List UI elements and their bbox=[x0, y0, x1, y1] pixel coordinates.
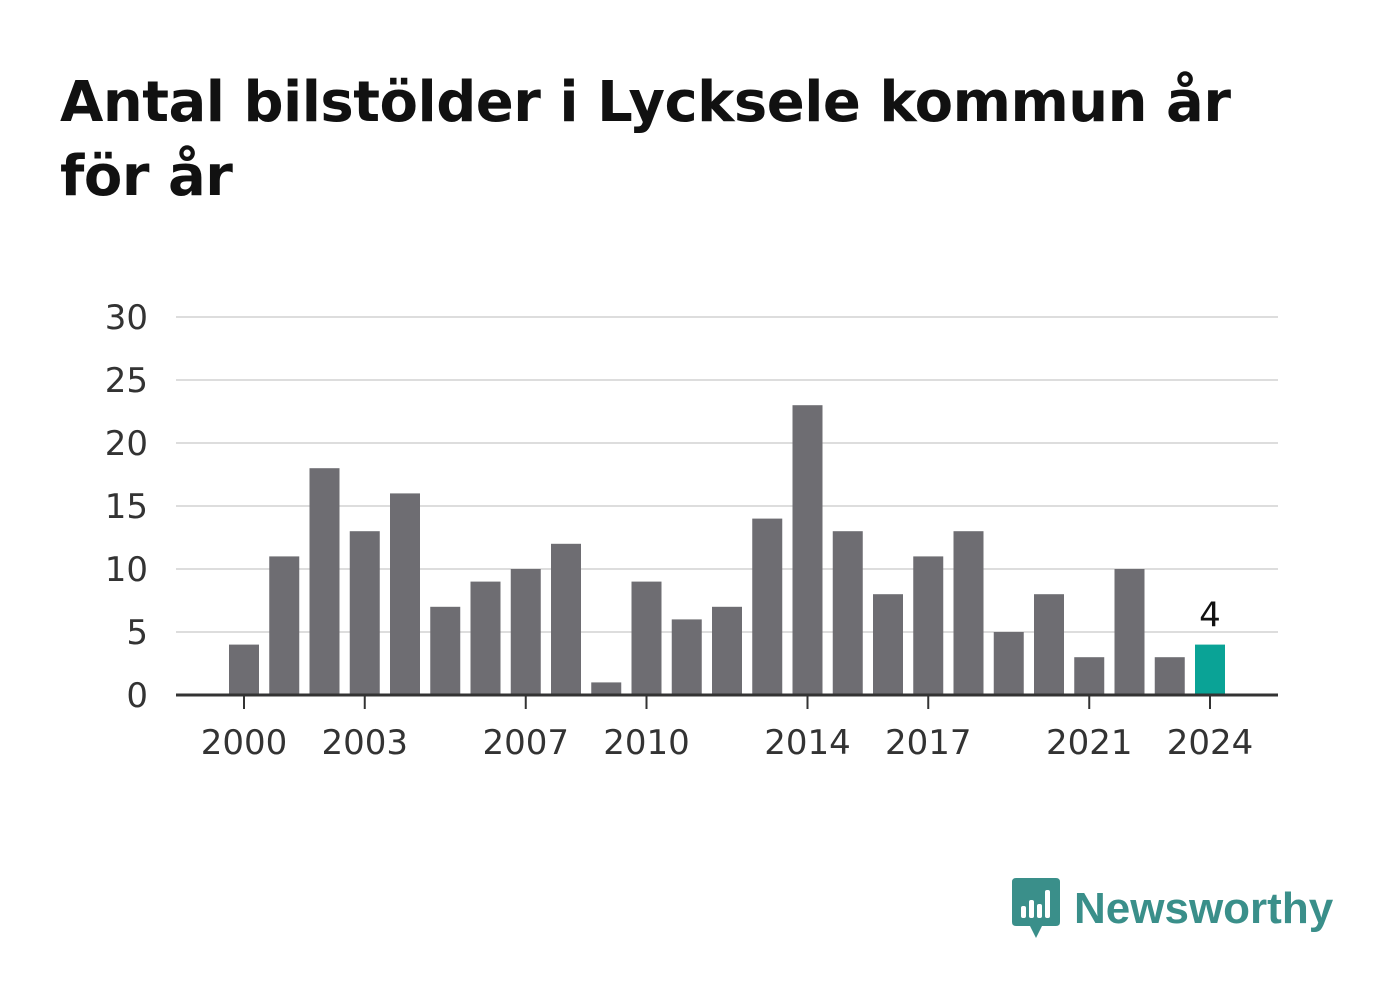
bar-2003 bbox=[349, 531, 380, 695]
bar-chart-speech-bubble-icon bbox=[1012, 878, 1060, 938]
bar-2007 bbox=[510, 569, 541, 695]
data-label-2024: 4 bbox=[1199, 596, 1221, 636]
bar-2001 bbox=[269, 556, 300, 695]
bar-2019 bbox=[993, 632, 1024, 695]
bar-2004 bbox=[390, 493, 420, 695]
x-tick-label: 2014 bbox=[764, 723, 851, 763]
bar-2023 bbox=[1154, 657, 1185, 695]
bar-2022 bbox=[1114, 569, 1145, 695]
y-tick-label: 5 bbox=[126, 613, 148, 653]
chart-title: Antal bilstölder i Lycksele kommun år fö… bbox=[60, 70, 1231, 209]
x-tick-label: 2010 bbox=[603, 723, 690, 763]
bar-2002 bbox=[309, 468, 340, 695]
bar-2017 bbox=[913, 556, 944, 695]
x-axis: 2000 2003 2007 2010 2014 2017 2021 2024 bbox=[176, 693, 1278, 763]
data-labels: 4 bbox=[1199, 596, 1221, 636]
brand-name: Newsworthy bbox=[1074, 884, 1334, 933]
bar-2011 bbox=[671, 619, 702, 695]
bar-2006 bbox=[470, 581, 501, 695]
y-tick-label: 20 bbox=[105, 424, 148, 464]
x-tick-label: 2017 bbox=[885, 723, 972, 763]
bar-2024 bbox=[1195, 644, 1225, 695]
y-tick-label: 10 bbox=[105, 550, 148, 590]
x-tick-label: 2000 bbox=[201, 723, 288, 763]
bar-2014 bbox=[792, 405, 823, 695]
y-axis: 0 5 10 15 20 25 30 bbox=[105, 298, 148, 716]
bar-2008 bbox=[551, 543, 581, 695]
y-tick-label: 15 bbox=[105, 487, 148, 527]
y-tick-label: 0 bbox=[126, 676, 148, 716]
bar-2018 bbox=[953, 531, 984, 695]
y-tick-label: 25 bbox=[105, 361, 148, 401]
x-tick-label: 2021 bbox=[1046, 723, 1133, 763]
bar-2010 bbox=[631, 581, 662, 695]
bar-2000 bbox=[229, 644, 259, 695]
bar-2015 bbox=[832, 531, 863, 695]
bar-2016 bbox=[873, 594, 903, 695]
y-tick-label: 30 bbox=[105, 298, 148, 338]
bars bbox=[229, 405, 1225, 695]
gridlines bbox=[176, 316, 1278, 633]
x-tick-label: 2007 bbox=[482, 723, 569, 763]
bar-2012 bbox=[712, 606, 742, 695]
x-tick-label: 2003 bbox=[321, 723, 408, 763]
bar-2021 bbox=[1074, 657, 1105, 695]
bar-2013 bbox=[752, 518, 783, 695]
bar-2020 bbox=[1034, 594, 1064, 695]
bar-2005 bbox=[430, 606, 461, 695]
bar-2009 bbox=[591, 682, 622, 695]
newsworthy-logo: Newsworthy bbox=[1010, 878, 1333, 940]
x-tick-label: 2024 bbox=[1167, 723, 1254, 763]
